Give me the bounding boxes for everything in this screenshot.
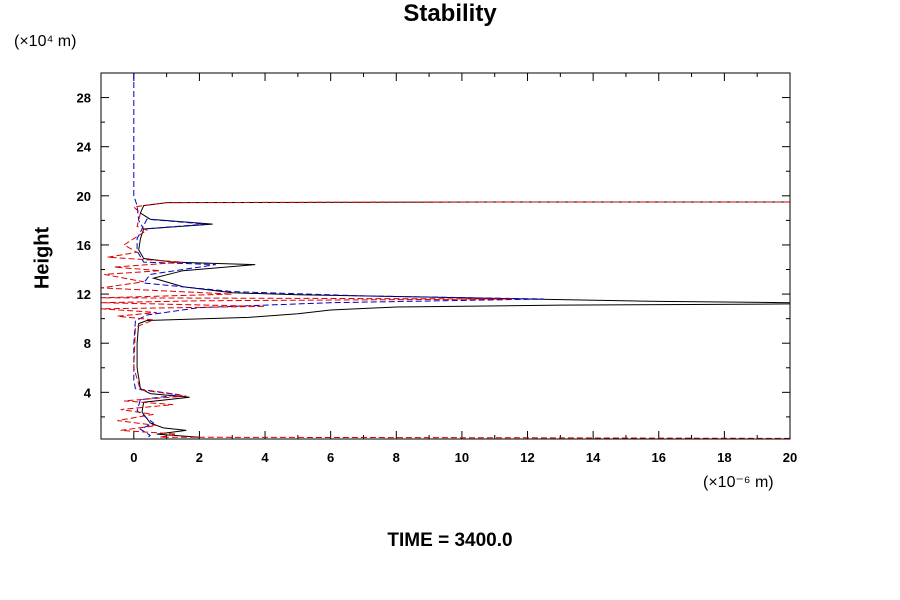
time-label: TIME = 3400.0 <box>387 530 513 551</box>
y-axis-unit-label: (×10⁴ m) <box>14 33 77 50</box>
chart-title: Stability <box>403 0 497 27</box>
y-tick-label: 20 <box>77 189 91 204</box>
y-tick-label: 28 <box>77 91 91 106</box>
x-tick-label: 14 <box>586 450 601 465</box>
series-line-3 <box>100 201 791 439</box>
x-tick-label: 18 <box>717 450 731 465</box>
x-tick-label: 20 <box>783 450 797 465</box>
x-axis-unit-label: (×10⁻⁶ m) <box>703 474 774 491</box>
series-line-1 <box>136 201 791 438</box>
x-tick-label: 16 <box>652 450 666 465</box>
y-tick-label: 24 <box>77 140 92 155</box>
x-tick-label: 12 <box>520 450 534 465</box>
series-lines <box>100 73 791 439</box>
x-tick-label: 6 <box>327 450 334 465</box>
x-tick-label: 8 <box>393 450 400 465</box>
y-tick-label: 16 <box>77 238 91 253</box>
y-tick-label: 12 <box>77 287 91 302</box>
x-tick-label: 10 <box>455 450 469 465</box>
y-tick-label: 4 <box>84 385 92 400</box>
x-tick-label: 0 <box>130 450 137 465</box>
x-tick-label: 2 <box>196 450 203 465</box>
x-tick-label: 4 <box>261 450 269 465</box>
y-tick-label: 8 <box>84 336 91 351</box>
plot-frame <box>100 72 791 440</box>
series-line-2 <box>133 73 544 439</box>
